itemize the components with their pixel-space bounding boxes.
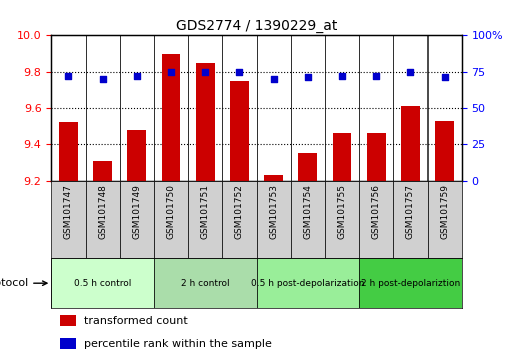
FancyBboxPatch shape bbox=[86, 181, 120, 258]
FancyBboxPatch shape bbox=[325, 181, 359, 258]
Text: GSM101759: GSM101759 bbox=[440, 184, 449, 239]
Point bbox=[64, 73, 72, 79]
Bar bbox=[154, 35, 188, 181]
Point bbox=[167, 69, 175, 74]
Bar bbox=[60, 315, 76, 326]
Bar bbox=[154, 258, 256, 308]
Bar bbox=[393, 35, 427, 181]
Point bbox=[304, 75, 312, 80]
Text: percentile rank within the sample: percentile rank within the sample bbox=[84, 339, 272, 349]
Text: 0.5 h control: 0.5 h control bbox=[74, 279, 131, 288]
Point bbox=[98, 76, 107, 82]
Text: transformed count: transformed count bbox=[84, 316, 188, 326]
Point bbox=[372, 73, 380, 79]
FancyBboxPatch shape bbox=[120, 181, 154, 258]
Text: 2 h post-depolariztion: 2 h post-depolariztion bbox=[361, 279, 460, 288]
Point bbox=[235, 69, 244, 74]
Point bbox=[338, 73, 346, 79]
Bar bbox=[332, 133, 351, 181]
FancyBboxPatch shape bbox=[359, 181, 393, 258]
FancyBboxPatch shape bbox=[256, 181, 291, 258]
Bar bbox=[367, 133, 386, 181]
FancyBboxPatch shape bbox=[427, 181, 462, 258]
Point bbox=[201, 69, 209, 74]
Text: GSM101751: GSM101751 bbox=[201, 184, 210, 239]
Point bbox=[441, 75, 449, 80]
Text: GSM101750: GSM101750 bbox=[167, 184, 175, 239]
Title: GDS2774 / 1390229_at: GDS2774 / 1390229_at bbox=[176, 19, 337, 33]
Text: 0.5 h post-depolarization: 0.5 h post-depolarization bbox=[251, 279, 365, 288]
Bar bbox=[127, 130, 146, 181]
Bar bbox=[51, 35, 86, 181]
Bar bbox=[359, 258, 462, 308]
Bar bbox=[264, 175, 283, 181]
FancyBboxPatch shape bbox=[154, 181, 188, 258]
Bar bbox=[256, 258, 359, 308]
Bar bbox=[435, 121, 454, 181]
Bar bbox=[120, 35, 154, 181]
Text: GSM101749: GSM101749 bbox=[132, 184, 141, 239]
Text: GSM101753: GSM101753 bbox=[269, 184, 278, 239]
FancyBboxPatch shape bbox=[291, 181, 325, 258]
Bar bbox=[162, 53, 181, 181]
Bar bbox=[256, 35, 291, 181]
Bar bbox=[359, 35, 393, 181]
Bar bbox=[291, 35, 325, 181]
Text: GSM101748: GSM101748 bbox=[98, 184, 107, 239]
Text: GSM101755: GSM101755 bbox=[338, 184, 346, 239]
Bar bbox=[427, 35, 462, 181]
Bar bbox=[196, 63, 214, 181]
Text: GSM101757: GSM101757 bbox=[406, 184, 415, 239]
Bar bbox=[401, 106, 420, 181]
Bar bbox=[188, 35, 222, 181]
FancyBboxPatch shape bbox=[222, 181, 256, 258]
Point bbox=[133, 73, 141, 79]
Bar bbox=[222, 35, 256, 181]
Bar bbox=[86, 35, 120, 181]
FancyBboxPatch shape bbox=[188, 181, 222, 258]
FancyBboxPatch shape bbox=[51, 181, 86, 258]
Bar bbox=[325, 35, 359, 181]
Bar bbox=[230, 81, 249, 181]
Text: protocol: protocol bbox=[0, 278, 47, 288]
FancyBboxPatch shape bbox=[393, 181, 427, 258]
Bar bbox=[51, 258, 154, 308]
Text: GSM101752: GSM101752 bbox=[235, 184, 244, 239]
Text: 2 h control: 2 h control bbox=[181, 279, 229, 288]
Bar bbox=[93, 161, 112, 181]
Bar bbox=[60, 338, 76, 349]
Bar bbox=[59, 122, 78, 181]
Bar bbox=[299, 153, 317, 181]
Text: GSM101747: GSM101747 bbox=[64, 184, 73, 239]
Point bbox=[406, 69, 415, 74]
Text: GSM101754: GSM101754 bbox=[303, 184, 312, 239]
Text: GSM101756: GSM101756 bbox=[372, 184, 381, 239]
Point bbox=[269, 76, 278, 82]
